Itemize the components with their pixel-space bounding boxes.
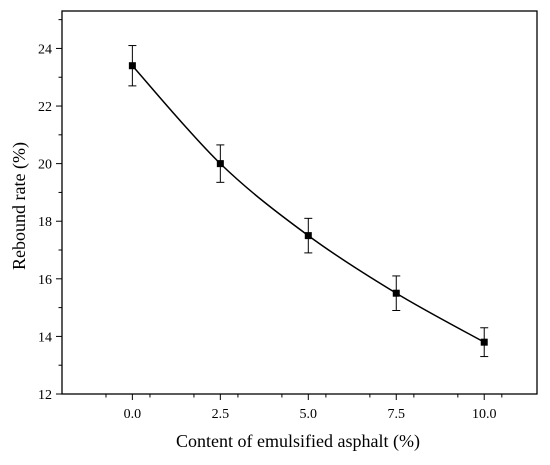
data-point [480, 338, 488, 346]
y-tick-label: 14 [38, 330, 52, 345]
ticks-group: 0.0 2.5 5.0 7.5 10.0 12 14 16 18 20 22 24 [38, 19, 503, 422]
y-tick-label: 20 [38, 158, 52, 173]
data-point [304, 232, 312, 240]
x-tick-label: 0.0 [124, 407, 142, 422]
data-point [216, 160, 224, 168]
x-tick-label: 5.0 [300, 407, 318, 422]
series-group [128, 45, 489, 358]
y-tick-label: 22 [38, 100, 52, 115]
data-point [128, 62, 136, 70]
plot-frame [61, 10, 538, 395]
y-tick-label: 18 [38, 215, 52, 230]
y-tick-label: 12 [38, 388, 52, 403]
y-axis-title: Rebound rate (%) [9, 142, 30, 270]
x-tick-label: 7.5 [388, 407, 406, 422]
axes-group [61, 10, 538, 395]
x-axis-title: Content of emulsified asphalt (%) [176, 431, 420, 452]
data-point [392, 289, 400, 297]
x-tick-label: 2.5 [212, 407, 230, 422]
x-tick-label: 10.0 [472, 407, 497, 422]
y-tick-label: 16 [38, 273, 52, 288]
y-tick-label: 24 [38, 42, 52, 57]
